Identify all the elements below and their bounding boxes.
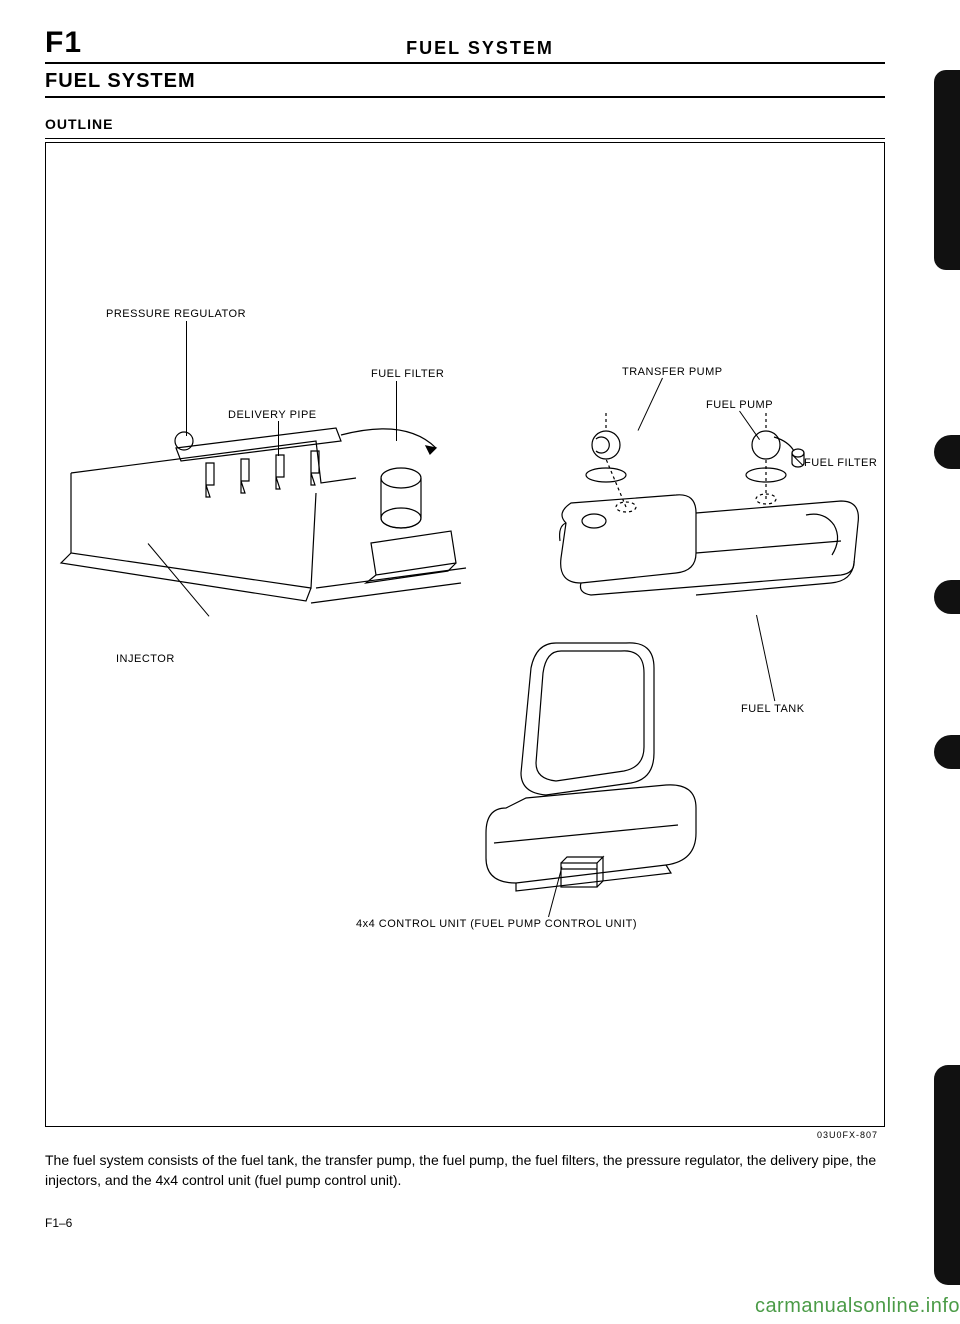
binder-tab-icon: [934, 1065, 960, 1285]
page-number: F1–6: [45, 1216, 72, 1230]
engine-diagram: [56, 423, 476, 643]
leader-line: [186, 321, 187, 436]
binder-tab-icon: [934, 435, 960, 469]
page-title: FUEL SYSTEM: [406, 38, 554, 59]
binder-tab-icon: [934, 735, 960, 769]
diagram-frame: PRESSURE REGULATOR FUEL FILTER TRANSFER …: [45, 142, 885, 1127]
label-transfer-pump: TRANSFER PUMP: [622, 366, 723, 378]
divider: [45, 138, 885, 139]
label-control-unit: 4x4 CONTROL UNIT (FUEL PUMP CONTROL UNIT…: [356, 918, 637, 930]
label-fuel-tank: FUEL TANK: [741, 703, 805, 715]
subsection-title: OUTLINE: [45, 116, 113, 132]
figure-id: 03U0FX-807: [817, 1130, 878, 1140]
divider: [45, 62, 885, 64]
binder-tab-icon: [934, 70, 960, 270]
binder-tab-icon: [934, 580, 960, 614]
divider: [45, 96, 885, 98]
watermark: carmanualsonline.info: [755, 1295, 960, 1318]
binder-tabs: [926, 0, 960, 1324]
fuel-tank-diagram: [546, 403, 866, 653]
page-code: F1: [45, 26, 82, 60]
label-fuel-filter-left: FUEL FILTER: [371, 368, 444, 380]
seat-diagram: [466, 633, 726, 913]
label-injector: INJECTOR: [116, 653, 175, 665]
label-delivery-pipe: DELIVERY PIPE: [228, 409, 317, 421]
body-paragraph: The fuel system consists of the fuel tan…: [45, 1150, 885, 1191]
label-pressure-regulator: PRESSURE REGULATOR: [106, 308, 246, 320]
manual-page: F1 FUEL SYSTEM FUEL SYSTEM OUTLINE PRESS…: [0, 0, 960, 1324]
section-title: FUEL SYSTEM: [45, 70, 196, 93]
